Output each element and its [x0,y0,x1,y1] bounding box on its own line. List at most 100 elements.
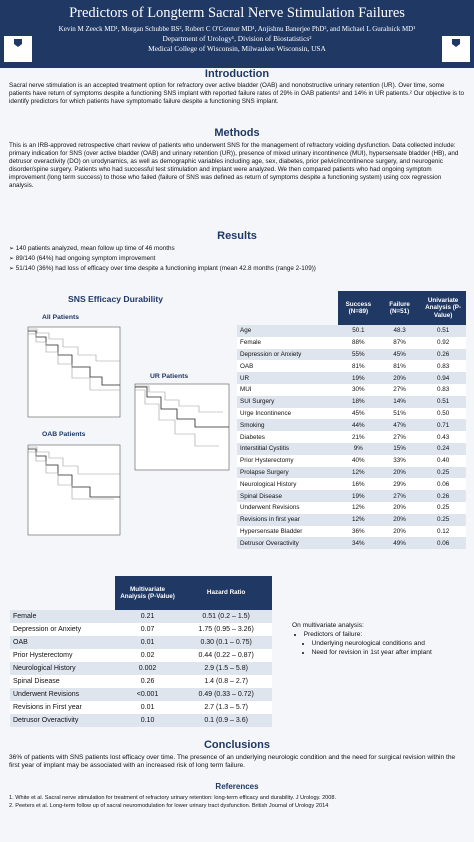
table-row: Revisions in First year 0.01 2.7 (1.3 – 5.… [10,701,272,714]
table-cell: 20% [378,501,421,514]
table-cell: 0.40 [420,454,466,467]
table-cell: 0.44 (0.22 – 0.87) [180,649,272,662]
subheading: SNS Efficacy Durability [68,294,164,304]
table-cell: 12% [337,501,379,514]
table-cell: 30% [337,383,379,396]
table-cell: 0.51 (0.2 – 1.5) [180,610,272,623]
header-cell: Multivariate Analysis (P-Value) [114,576,181,610]
table-cell: Revisions in First year [10,701,115,714]
table-cell: 48.3 [378,325,421,337]
table-cell: Smoking [237,419,338,432]
table-cell: 51% [378,407,421,420]
table-cell: 40% [337,454,379,467]
table-row: OAB 0.01 0.30 (0.1 – 0.75) [10,636,272,649]
table-row: Neurological History 16% 29% 0.06 [237,478,466,491]
table-row: Interstitial Cystitis 9% 15% 0.24 [237,442,466,455]
section-heading: Conclusions [203,739,270,751]
table-cell: 47% [378,419,421,432]
table-head: Multivariate Analysis (P-Value) Hazard Ra… [10,576,272,610]
table-body: Age 50.1 48.3 0.51 Female 88% 87% 0.92 Depressio… [237,325,466,550]
table-cell: 1.4 (0.8 – 2.7) [180,675,272,688]
table-cell: <0.001 [114,688,181,701]
table-cell: 0.49 (0.33 – 0.72) [180,688,272,701]
table-row: Depression or Anxiety 0.07 1.75 (0.95 – 3.… [10,623,272,636]
bullet: 51/140 (36%) had loss of efficacy over t… [9,264,465,274]
table-head: Success (N=89) Failure (N=51) Univariate A… [237,291,466,325]
table-cell: 0.01 [114,636,181,649]
table-cell: 0.51 [420,395,466,408]
table-cell: 34% [337,537,379,550]
header-cell [10,576,115,610]
table-cell: 0.12 [420,525,466,538]
table-cell: 0.51 [420,325,466,337]
table-cell: 88% [337,336,379,349]
table-cell: OAB [237,360,338,373]
table-row: Female 0.21 0.51 (0.2 – 1.5) [10,610,272,623]
table-cell: 0.01 [114,701,181,714]
section-heading: References [215,782,259,791]
table-cell: 87% [378,336,421,349]
table-row: Diabetes 21% 27% 0.43 [237,431,466,443]
table-cell: Neurological History [237,478,338,491]
table-cell: 2.7 (1.3 – 5.7) [180,701,272,714]
logo [4,36,32,62]
table-cell: 0.83 [420,383,466,396]
table-cell: 81% [337,360,379,373]
multivariate-table: Multivariate Analysis (P-Value) Hazard Ra… [10,576,272,727]
table-cell: Female [237,336,338,349]
table-cell: Prior Hysterectomy [10,649,115,662]
affiliation: Department of Urology¹, Division of Bios… [162,34,312,43]
table-row: Detrusor Overactivity 0.10 0.1 (0.9 – 3.6) [10,714,272,727]
table-row: Female 88% 87% 0.92 [237,336,466,349]
bullet: 89/140 (64%) had ongoing symptom improve… [9,254,465,264]
section-heading: Methods [214,127,260,139]
header-cell: Hazard Ratio [180,576,272,610]
table-cell: 12% [337,466,379,479]
table-row: Urge Incontinence 45% 51% 0.50 [237,407,466,420]
table-cell: 55% [337,348,379,361]
table-row: UR 19% 20% 0.94 [237,372,466,384]
table-cell: Depression or Anxiety [10,623,115,636]
table-cell: SUI Surgery [237,395,338,408]
table-cell: 44% [337,419,379,432]
section-heading: Results [217,230,257,242]
table-cell: 0.71 [420,419,466,432]
table-cell: 49% [378,537,421,550]
table-cell: 9% [337,442,379,455]
table-cell: Prolapse Surgery [237,466,338,479]
header-row: Multivariate Analysis (P-Value) Hazard Ra… [10,576,272,610]
table-cell: 20% [378,466,421,479]
plot-label: UR Patients [150,373,189,380]
table-row: Underwent Revisions <0.001 0.49 (0.33 – 0.… [10,688,272,701]
bullet: Predictors of failure: [292,630,432,639]
table-row: Underwent Revisions 12% 20% 0.25 [237,501,466,514]
table-cell: 20% [378,513,421,526]
table-row: Hypersensate Bladder 36% 20% 0.12 [237,525,466,538]
table-row: Prior Hysterectomy 0.02 0.44 (0.22 – 0.87) [10,649,272,662]
table-cell: 21% [337,431,379,443]
paragraph: Sacral nerve stimulation is an accepted … [9,82,465,106]
table-row: Prolapse Surgery 12% 20% 0.25 [237,466,466,479]
table-cell: 27% [378,490,421,502]
affiliation: Medical College of Wisconsin, Milwaukee … [148,44,326,53]
paragraph: 36% of patients with SNS patients lost e… [9,754,456,770]
table-cell: Underwent Revisions [10,688,115,701]
table-cell: Spinal Disease [10,675,115,688]
title: Predictors of Longterm Sacral Nerve Stim… [69,5,405,21]
table-row: MUI 30% 27% 0.83 [237,383,466,396]
univariate-table: Success (N=89) Failure (N=51) Univariate A… [237,291,466,550]
table-cell: 12% [337,513,379,526]
header-cell: Success (N=89) [337,291,379,325]
table-row: Age 50.1 48.3 0.51 [237,325,466,337]
table-cell: 16% [337,478,379,491]
reference: 2. Peeters et al. Long-term follow up of… [9,803,329,809]
table-cell: 19% [337,372,379,384]
table-cell: Revisions in first year [237,513,338,526]
table-row: Spinal Disease 0.26 1.4 (0.8 – 2.7) [10,675,272,688]
table-cell: 14% [378,395,421,408]
table-row: Revisions in first year 12% 20% 0.25 [237,513,466,526]
header-cell: Univariate Analysis (P-Value) [420,291,466,325]
table-cell: 0.06 [420,478,466,491]
table-row: Detrusor Overactivity 34% 49% 0.06 [237,537,466,550]
table-row: Depression or Anxiety 55% 45% 0.26 [237,348,466,361]
